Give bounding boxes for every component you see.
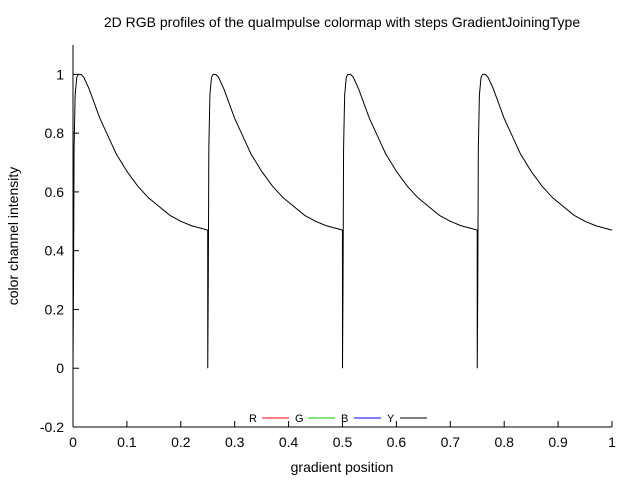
x-tick-label: 0.5: [333, 434, 353, 450]
x-tick-label: 1: [608, 434, 616, 450]
legend-label-b: B: [341, 413, 348, 425]
y-tick-label: 0.2: [45, 301, 65, 317]
y-tick-label: 1: [56, 66, 64, 82]
series-line-y: [72, 73, 613, 369]
chart-title: 2D RGB profiles of the quaImpulse colorm…: [104, 14, 580, 30]
x-tick-label: 0.3: [225, 434, 245, 450]
legend-label-g: G: [295, 413, 304, 425]
y-tick-label: 0: [56, 360, 64, 376]
y-tick-label: 0.4: [45, 243, 65, 259]
x-tick-label: 0.9: [548, 434, 568, 450]
x-tick-label: 0: [69, 434, 77, 450]
x-tick-label: 0.2: [171, 434, 191, 450]
y-tick-label: 0.8: [45, 125, 65, 141]
x-tick-label: 0.7: [441, 434, 461, 450]
plot-area: [72, 73, 613, 369]
y-tick-label: 0.6: [45, 184, 65, 200]
x-tick-label: 0.6: [387, 434, 407, 450]
axes: 0 0.1 0.2 0.3 0.4 0.5 0.6 0.7 0.8 0.9 1 -0.2 0 0.2 0.4…: [40, 45, 616, 450]
x-axis-label: gradient position: [291, 459, 394, 475]
x-tick-label: 0.8: [494, 434, 514, 450]
y-axis-label: color channel intensity: [5, 167, 21, 306]
x-tick-label: 0.4: [279, 434, 299, 450]
y-tick-label: -0.2: [40, 419, 64, 435]
legend-label-r: R: [249, 413, 257, 425]
legend-label-y: Y: [387, 413, 395, 425]
x-tick-label: 0.1: [117, 434, 137, 450]
